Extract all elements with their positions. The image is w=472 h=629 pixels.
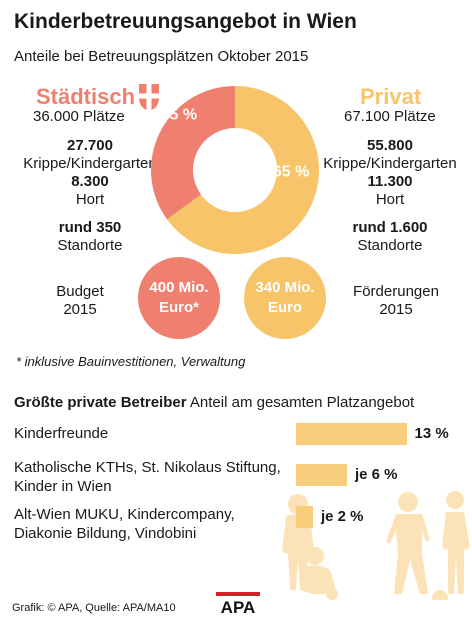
foerderung-label-line2: 2015: [379, 301, 413, 318]
operator-value-label: 13 %: [414, 425, 449, 442]
apa-logo: APA: [216, 592, 260, 621]
budget-value-line2: Euro*: [158, 299, 199, 316]
staedtisch-standorte-value: rund 350: [58, 219, 122, 236]
privat-label: Privat: [360, 84, 422, 109]
staedtisch-budget-circle: 400 Mio. Euro*: [138, 257, 220, 339]
staedtisch-standorte: rund 350 Standorte: [0, 219, 180, 255]
budget-value-line1: 400 Mio.: [149, 279, 209, 296]
operator-bar: [296, 464, 347, 486]
privat-krippe: 55.800 Krippe/Kindergarten 11.300 Hort: [308, 137, 472, 209]
operators-section-title: Größte private Betreiber Anteil am gesam…: [14, 394, 414, 411]
operator-value-label: je 6 %: [355, 466, 398, 483]
staedtisch-krippe-value: 27.700: [67, 137, 113, 154]
operator-value-label: je 2 %: [321, 508, 364, 525]
privat-krippe-label: Krippe/Kindergarten: [323, 155, 457, 172]
staedtisch-budget-label: Budget 2015: [40, 283, 120, 319]
children-silhouette-illustration: [282, 491, 470, 600]
privat-plaetze: 67.100 Plätze: [344, 108, 436, 125]
donut-slice-privat: [167, 86, 319, 254]
page-title: Kinderbetreuungsangebot in Wien: [14, 10, 357, 33]
privat-standorte: rund 1.600 Standorte: [308, 219, 472, 255]
staedtisch-hort-label: Hort: [75, 191, 105, 208]
share-donut-chart: 35 % 65 %: [151, 86, 319, 254]
operator-bar: [296, 506, 313, 528]
privat-standorte-value: rund 1.600: [352, 219, 428, 236]
donut-label-0: 35 %: [161, 106, 197, 123]
operators-title-bold: Größte private Betreiber: [14, 394, 187, 411]
vienna-coat-of-arms-icon: [138, 82, 160, 117]
operator-label-line: Diakonie Bildung, Vindobini: [14, 525, 197, 542]
operator-label-line: Katholische KTHs, St. Nikolaus Stiftung,: [14, 459, 281, 476]
privat-foerderung-circle: 340 Mio. Euro: [244, 257, 326, 339]
operator-bar: [296, 423, 407, 445]
foerderung-value-line2: Euro: [267, 299, 303, 316]
staedtisch-hort-value: 8.300: [71, 173, 109, 190]
operator-label-line: Kinder in Wien: [14, 478, 112, 495]
operator-label-line: Kinderfreunde: [14, 425, 109, 442]
footnote: * inklusive Bauinvestitionen, Verwaltung: [16, 354, 246, 369]
staedtisch-krippe: 27.700 Krippe/Kindergarten 8.300 Hort: [0, 137, 180, 209]
privat-hort-value: 11.300: [367, 173, 413, 190]
privat-standorte-label: Standorte: [357, 237, 423, 254]
privat-foerderung-label: Förderungen 2015: [346, 283, 446, 319]
operator-label: Kinderfreunde: [14, 424, 108, 443]
page-subtitle: Anteile bei Betreuungsplätzen Oktober 20…: [14, 48, 309, 65]
foerderung-label-line1: Förderungen: [353, 283, 439, 300]
operators-title-rest: Anteil am gesamten Platzangebot: [189, 394, 415, 411]
apa-logo-text: APA: [221, 598, 256, 616]
budget-label-line2: 2015: [63, 301, 97, 318]
budget-label-line1: Budget: [56, 283, 104, 300]
donut-label-1: 65 %: [273, 164, 309, 181]
privat-hort-label: Hort: [375, 191, 405, 208]
operator-label-line: Alt-Wien MUKU, Kindercompany,: [14, 506, 235, 523]
staedtisch-plaetze: 36.000 Plätze: [33, 108, 125, 125]
staedtisch-label: Städtisch: [36, 84, 136, 109]
staedtisch-krippe-label: Krippe/Kindergarten: [23, 155, 157, 172]
privat-krippe-value: 55.800: [367, 137, 413, 154]
donut-slice-st-dtisch: [151, 86, 235, 220]
source-credit: Grafik: © APA, Quelle: APA/MA10: [12, 602, 176, 614]
operator-label: Katholische KTHs, St. Nikolaus Stiftung,…: [14, 458, 281, 496]
staedtisch-standorte-label: Standorte: [57, 237, 123, 254]
foerderung-value-line1: 340 Mio.: [255, 279, 315, 296]
operator-label: Alt-Wien MUKU, Kindercompany, Diakonie Bi…: [14, 505, 235, 543]
